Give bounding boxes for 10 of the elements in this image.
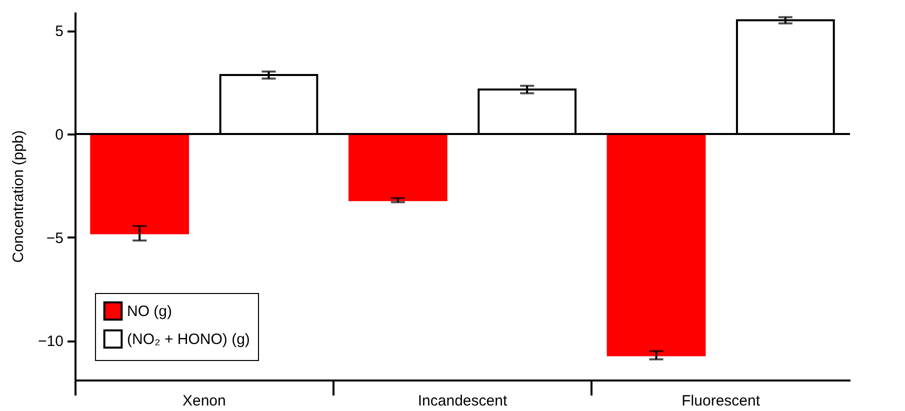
- y-tick-label: 0: [55, 126, 64, 144]
- legend-label: (NO₂ + HONO) (g): [127, 331, 250, 348]
- y-tick-label: −5: [46, 230, 64, 247]
- y-axis-title: Concentration (ppb): [10, 130, 28, 263]
- y-tick-label: 5: [55, 23, 64, 40]
- x-tick-label: Incandescent: [418, 392, 508, 410]
- legend-label: NO (g): [127, 303, 172, 320]
- y-tick-label: −10: [38, 333, 64, 350]
- x-tick-label: Fluorescent: [682, 392, 761, 410]
- x-tick-label: Xenon: [182, 392, 226, 410]
